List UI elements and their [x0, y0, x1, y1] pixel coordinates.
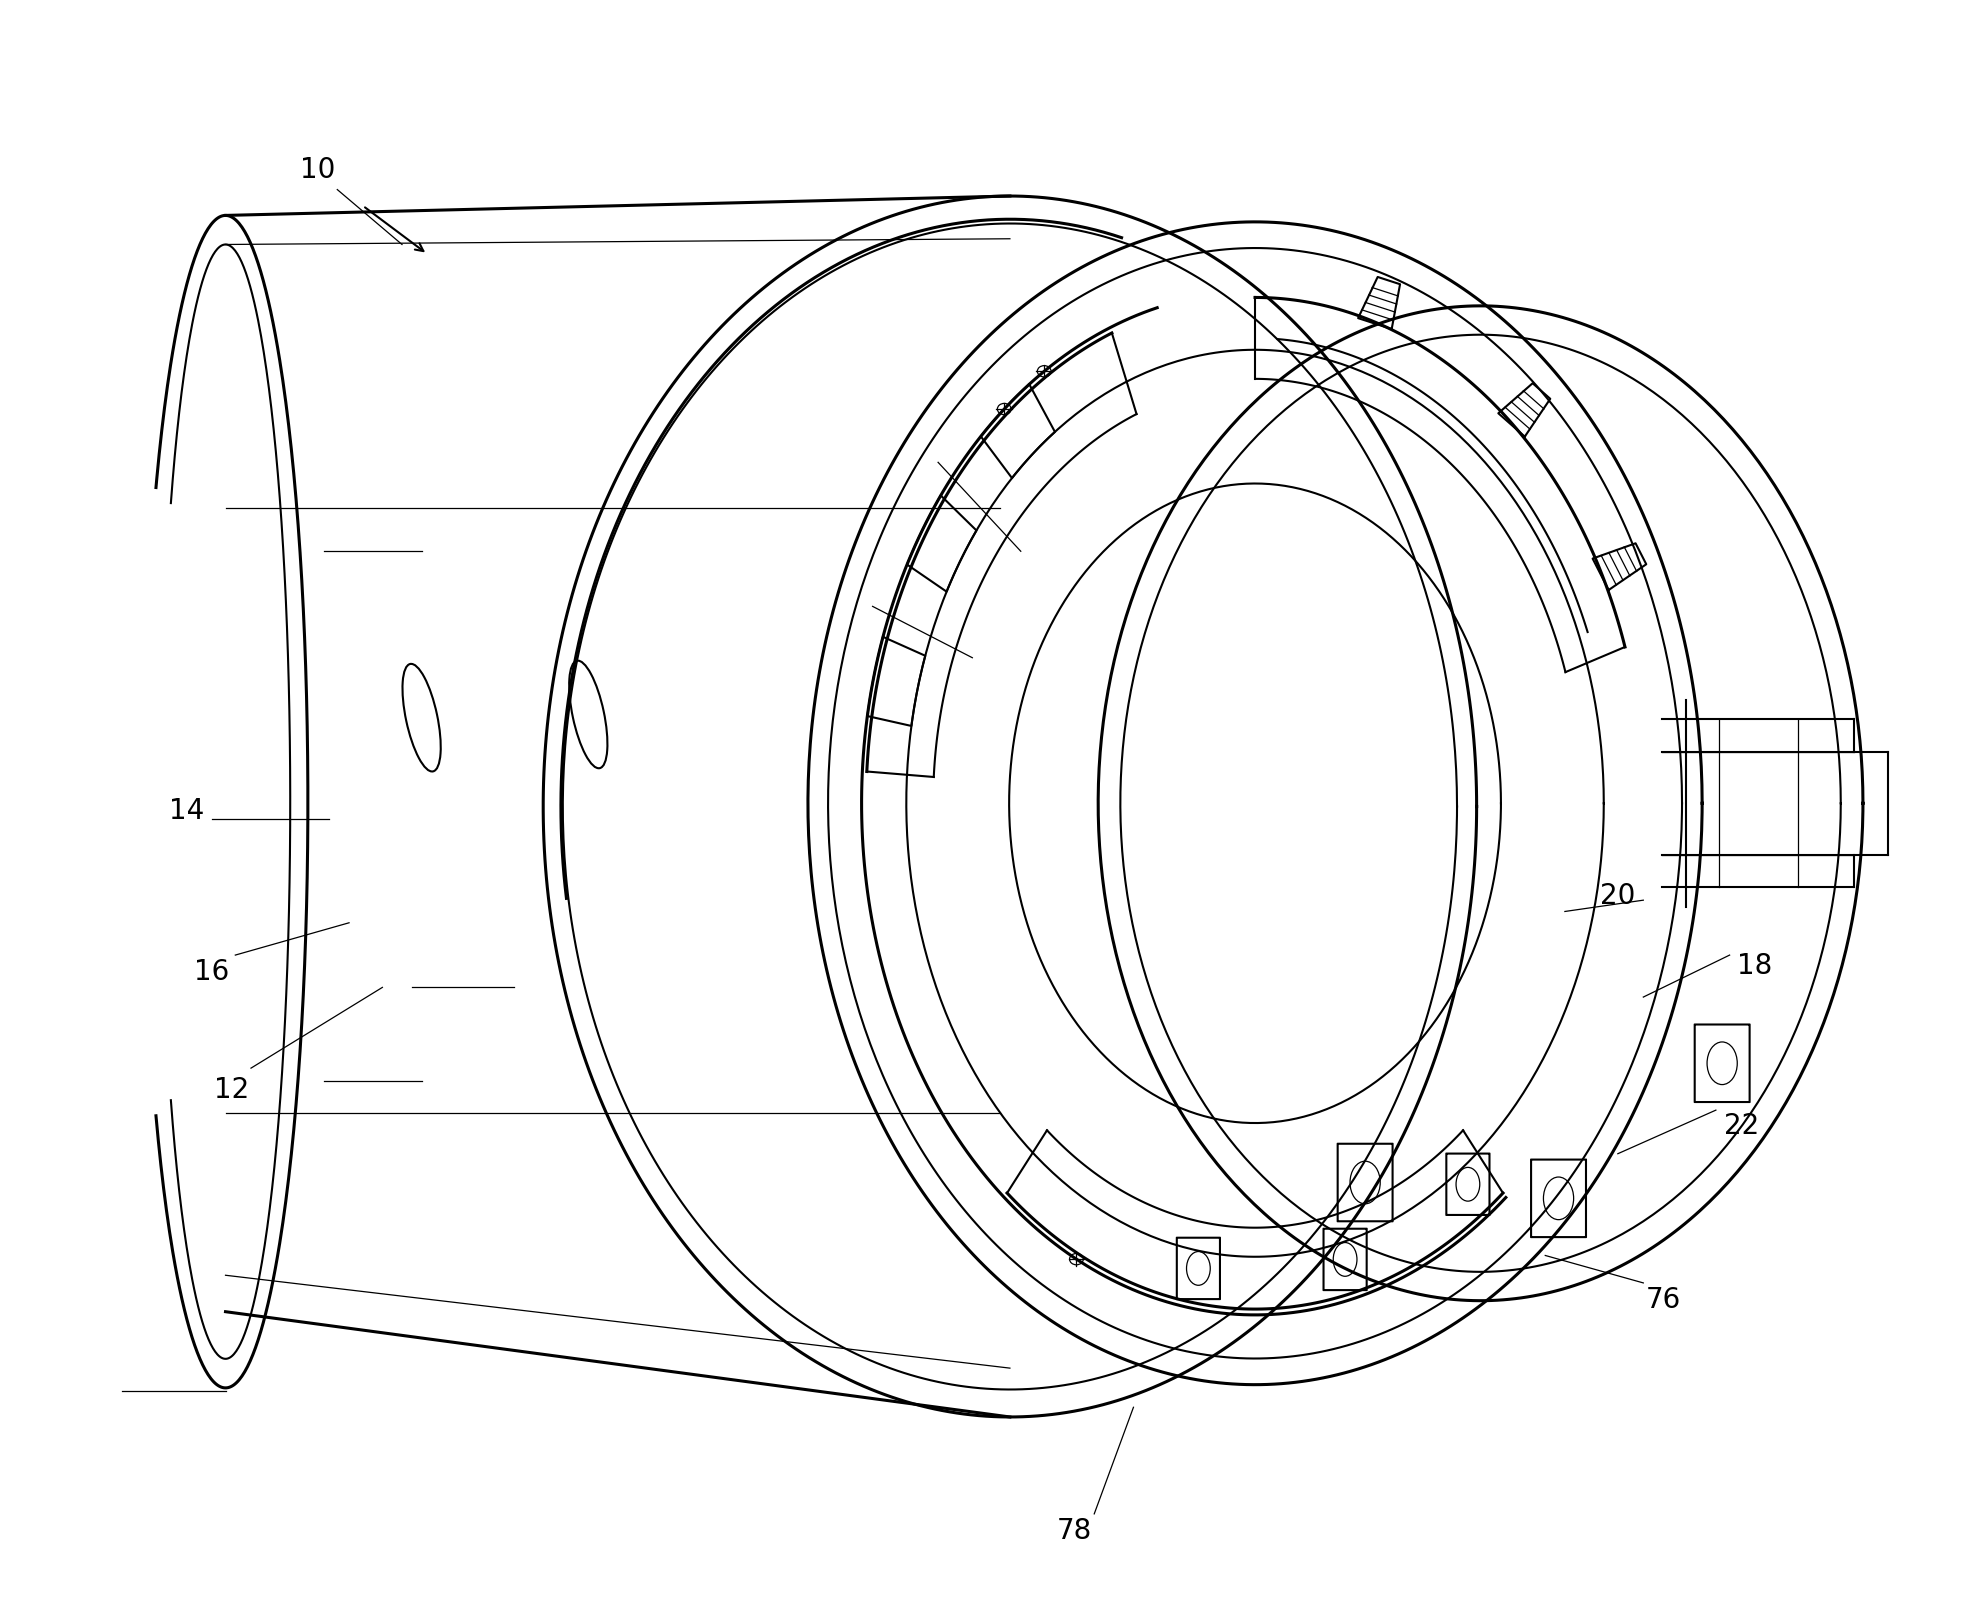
Text: 78: 78: [1057, 1516, 1092, 1545]
Text: 10: 10: [300, 155, 335, 184]
Text: 16: 16: [194, 957, 229, 986]
Text: 22: 22: [1724, 1110, 1759, 1139]
Text: 18: 18: [1737, 951, 1773, 980]
Text: 20: 20: [1600, 881, 1635, 910]
Text: 76: 76: [1645, 1285, 1681, 1314]
Text: 14: 14: [169, 796, 204, 825]
Text: 12: 12: [214, 1075, 249, 1104]
